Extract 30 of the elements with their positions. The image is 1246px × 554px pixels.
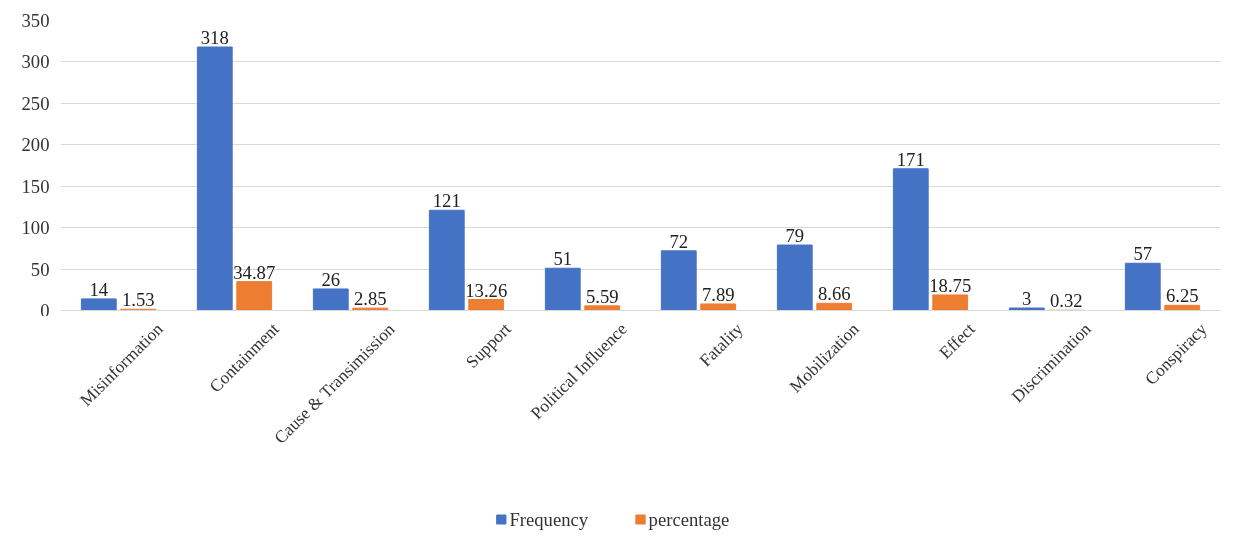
y-tick-label: 250 — [21, 92, 50, 114]
data-label: 121 — [432, 190, 461, 212]
data-label: 318 — [200, 27, 229, 49]
data-label: 7.89 — [701, 283, 735, 305]
data-label: 13.26 — [465, 279, 508, 301]
data-label: 0.32 — [1049, 290, 1083, 312]
data-label: 26 — [321, 268, 341, 290]
y-tick-label: 100 — [21, 217, 50, 239]
data-label: 57 — [1133, 243, 1153, 265]
y-tick-label: 200 — [21, 134, 50, 156]
data-label: 51 — [553, 248, 573, 270]
data-label: 6.25 — [1165, 285, 1199, 307]
legend-label: Frequency — [509, 509, 589, 530]
data-label: 5.59 — [585, 285, 619, 307]
data-label: 1.53 — [121, 289, 155, 311]
data-label: 79 — [785, 225, 805, 247]
y-tick-label: 0 — [40, 299, 50, 321]
data-label: 18.75 — [929, 274, 972, 296]
data-label: 72 — [669, 230, 689, 252]
data-label: 2.85 — [353, 288, 387, 310]
y-tick-label: 300 — [21, 51, 50, 73]
data-label: 8.66 — [817, 283, 851, 305]
y-tick-label: 350 — [21, 10, 50, 31]
data-label: 14 — [89, 278, 109, 300]
y-tick-label: 50 — [30, 258, 50, 280]
data-label: 34.87 — [233, 261, 276, 283]
data-label: 3 — [1022, 288, 1032, 310]
data-label: 171 — [896, 148, 925, 170]
y-tick-label: 150 — [21, 175, 50, 197]
legend-label: percentage — [648, 509, 730, 530]
